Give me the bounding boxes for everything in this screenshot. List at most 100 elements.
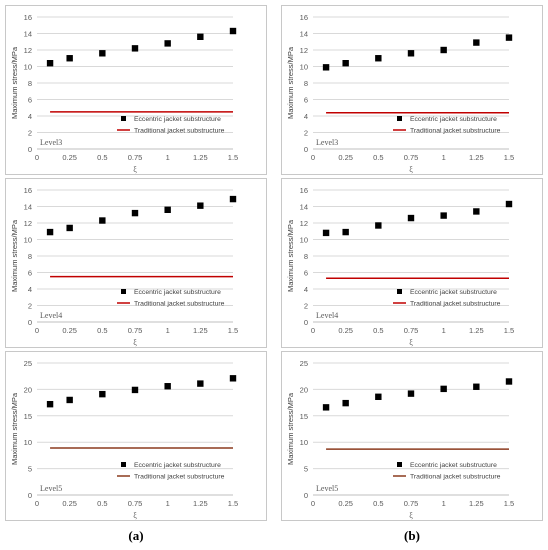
x-tick-label: 1 (166, 326, 170, 335)
x-tick-label: 0.25 (62, 153, 77, 162)
data-point (164, 206, 171, 213)
data-point (46, 60, 54, 67)
x-tick-label: 0.75 (404, 499, 419, 508)
chart-panel-b-level5: 0 5 10 15 20 25 0 0.25 0.5 0.75 1 1.25 1.5 ξ Maximum s… (281, 351, 543, 521)
chart-panel-b-level4: 0 2 4 6 8 10 12 14 16 0 0.25 0.5 0.75 1 1.25 1.5 ξ Maximu… (281, 178, 543, 348)
y-tick-label: 20 (300, 385, 308, 394)
x-axis-label: ξ (133, 338, 137, 347)
data-point (229, 195, 237, 203)
y-tick-label: 2 (28, 302, 32, 311)
x-tick-label: 1.25 (193, 326, 208, 335)
data-point (131, 209, 139, 217)
y-tick-label: 16 (24, 13, 32, 22)
x-tick-label: 1.25 (193, 153, 208, 162)
chart-panel-a-level5: 0 5 10 15 20 25 0 0.25 0.5 0.75 1 1.25 1.5 ξ Maximum s… (5, 351, 267, 521)
x-axis-label: ξ (409, 165, 413, 174)
x-tick-label: 0.25 (338, 499, 353, 508)
data-point (473, 208, 480, 215)
level-label: Level5 (40, 484, 62, 493)
data-point (99, 217, 106, 224)
x-tick-label: 0.5 (373, 153, 383, 162)
legend-label-traditional: Traditional jacket substructure (134, 301, 225, 308)
y-tick-label: 5 (28, 465, 32, 474)
data-point (407, 50, 415, 57)
level-label: Level5 (316, 484, 338, 493)
y-tick-label: 10 (300, 438, 308, 447)
data-point (164, 383, 171, 390)
y-axis-label: Maximum stress/MPa (286, 46, 295, 119)
y-tick-label: 2 (304, 302, 308, 311)
data-point (229, 27, 237, 35)
x-tick-label: 0 (311, 326, 315, 335)
x-tick-label: 1 (442, 153, 446, 162)
data-point (46, 400, 54, 408)
data-point (473, 39, 480, 46)
legend-label-traditional: Traditional jacket substructure (410, 474, 501, 481)
y-tick-label: 4 (304, 112, 308, 121)
x-tick-label: 0.25 (62, 326, 77, 335)
y-tick-label: 12 (300, 219, 308, 228)
x-tick-label: 1 (442, 499, 446, 508)
x-tick-label: 0.25 (338, 153, 353, 162)
legend-label-traditional: Traditional jacket substructure (134, 128, 225, 135)
data-point (99, 390, 106, 398)
y-tick-label: 2 (304, 129, 308, 138)
y-tick-label: 20 (24, 385, 32, 394)
x-tick-label: 1.5 (504, 153, 514, 162)
y-axis-label: Maximum stress/MPa (10, 392, 19, 465)
y-tick-label: 6 (304, 269, 308, 278)
y-tick-label: 0 (28, 491, 32, 500)
chart-svg: 0 2 4 6 8 10 12 14 16 0 0.25 0.5 0.75 1 1.25 1.5 ξ Maximu… (10, 186, 238, 347)
legend-label-eccentric: Eccentric jacket substructure (410, 116, 497, 123)
y-tick-label: 0 (28, 145, 32, 154)
y-tick-label: 4 (304, 285, 308, 294)
y-tick-label: 8 (304, 79, 308, 88)
data-point (66, 55, 73, 62)
legend-marker-eccentric (121, 116, 126, 121)
x-tick-label: 0.75 (128, 153, 143, 162)
legend-marker-eccentric (121, 462, 126, 467)
x-tick-label: 1.25 (193, 499, 208, 508)
y-tick-label: 0 (304, 145, 308, 154)
data-point (505, 34, 513, 41)
y-tick-label: 25 (300, 359, 308, 368)
legend-marker-eccentric (397, 116, 402, 121)
data-point (440, 212, 447, 219)
level-label: Level3 (40, 138, 62, 147)
legend-label-traditional: Traditional jacket substructure (410, 128, 501, 135)
x-axis-label: ξ (409, 338, 413, 347)
data-point (473, 383, 480, 390)
y-tick-label: 4 (28, 112, 32, 121)
x-tick-label: 0.25 (338, 326, 353, 335)
data-point (407, 390, 415, 397)
x-tick-label: 0.5 (373, 326, 383, 335)
legend-marker-eccentric (397, 462, 402, 467)
y-axis-label: Maximum stress/MPa (286, 392, 295, 465)
level-label: Level4 (316, 311, 338, 320)
y-tick-label: 16 (300, 13, 308, 22)
data-point (375, 393, 382, 400)
y-tick-label: 10 (300, 63, 308, 72)
legend-label-eccentric: Eccentric jacket substructure (134, 116, 221, 123)
x-tick-label: 0.5 (373, 499, 383, 508)
y-tick-label: 14 (300, 30, 308, 39)
caption-a: (a) (128, 528, 144, 543)
y-tick-label: 14 (300, 203, 308, 212)
x-tick-label: 0.75 (128, 326, 143, 335)
legend-label-traditional: Traditional jacket substructure (134, 474, 225, 481)
y-tick-label: 6 (28, 96, 32, 105)
y-tick-label: 15 (24, 412, 32, 421)
data-point (342, 60, 349, 67)
x-tick-label: 1.5 (228, 326, 238, 335)
x-tick-label: 0.75 (404, 153, 419, 162)
chart-panel-a-level4: 0 2 4 6 8 10 12 14 16 0 0.25 0.5 0.75 1 1.25 1.5 ξ Maximu… (5, 178, 267, 348)
x-tick-label: 0 (311, 499, 315, 508)
data-point (46, 228, 54, 236)
x-tick-label: 1.5 (228, 499, 238, 508)
y-tick-label: 5 (304, 465, 308, 474)
data-point (322, 404, 330, 411)
x-tick-label: 0 (35, 499, 39, 508)
data-point (407, 214, 415, 222)
chart-svg: 0 2 4 6 8 10 12 14 16 0 0.25 0.5 0.75 1 1.25 1.5 ξ Maximu… (286, 13, 514, 174)
chart-svg: 0 2 4 6 8 10 12 14 16 0 0.25 0.5 0.75 1 1.25 1.5 ξ Maximu… (10, 13, 238, 174)
